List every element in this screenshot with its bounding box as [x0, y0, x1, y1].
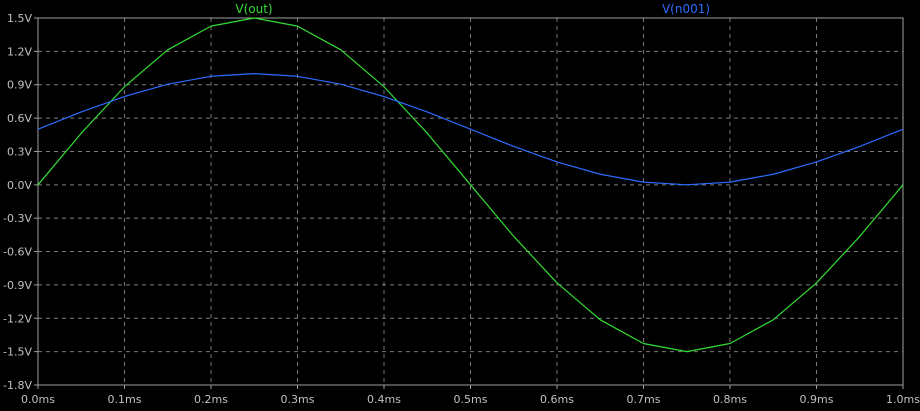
y-tick-label: 0.3V: [7, 145, 32, 158]
y-tick-label: -1.5V: [3, 346, 32, 359]
y-tick-label: -1.8V: [3, 379, 32, 392]
y-tick-label: 1.2V: [7, 45, 32, 58]
x-tick-label: 0.8ms: [713, 393, 747, 406]
series-line-v-n001: [37, 73, 904, 186]
y-tick-label: -0.3V: [3, 212, 32, 225]
x-tick-label: 0.6ms: [540, 393, 574, 406]
x-axis: 0.0ms 0.1ms 0.2ms 0.3ms 0.4ms 0.5ms 0.6ms 0.7ms…: [21, 385, 920, 406]
y-tick-label: 1.5V: [7, 12, 32, 25]
legend-entry[interactable]: V(n001): [662, 2, 710, 16]
y-tick-label: 0.6V: [7, 112, 32, 125]
x-tick-label: 0.1ms: [108, 393, 142, 406]
y-tick-label: 0.9V: [7, 79, 32, 92]
series-line-v-out: [37, 17, 904, 353]
y-tick-label: -0.6V: [3, 246, 32, 259]
grid: [38, 18, 903, 385]
x-tick-label: 0.4ms: [367, 393, 401, 406]
series-group: [37, 17, 904, 353]
x-tick-label: 1.0ms: [886, 393, 920, 406]
x-tick-label: 0.5ms: [454, 393, 488, 406]
x-tick-label: 0.9ms: [800, 393, 834, 406]
x-tick-label: 0.3ms: [281, 393, 315, 406]
y-tick-label: 0.0V: [7, 179, 32, 192]
y-tick-label: -0.9V: [3, 279, 32, 292]
x-tick-label: 0.0ms: [21, 393, 55, 406]
legend-entry[interactable]: V(out): [235, 2, 272, 16]
y-tick-label: -1.2V: [3, 312, 32, 325]
x-tick-label: 0.2ms: [194, 393, 228, 406]
x-tick-label: 0.7ms: [627, 393, 661, 406]
y-axis: 1.5V 1.2V 0.9V 0.6V 0.3V 0.0V -0.3V -0.6V -0.9V -…: [3, 12, 38, 392]
legend: V(out) V(n001): [235, 2, 710, 16]
